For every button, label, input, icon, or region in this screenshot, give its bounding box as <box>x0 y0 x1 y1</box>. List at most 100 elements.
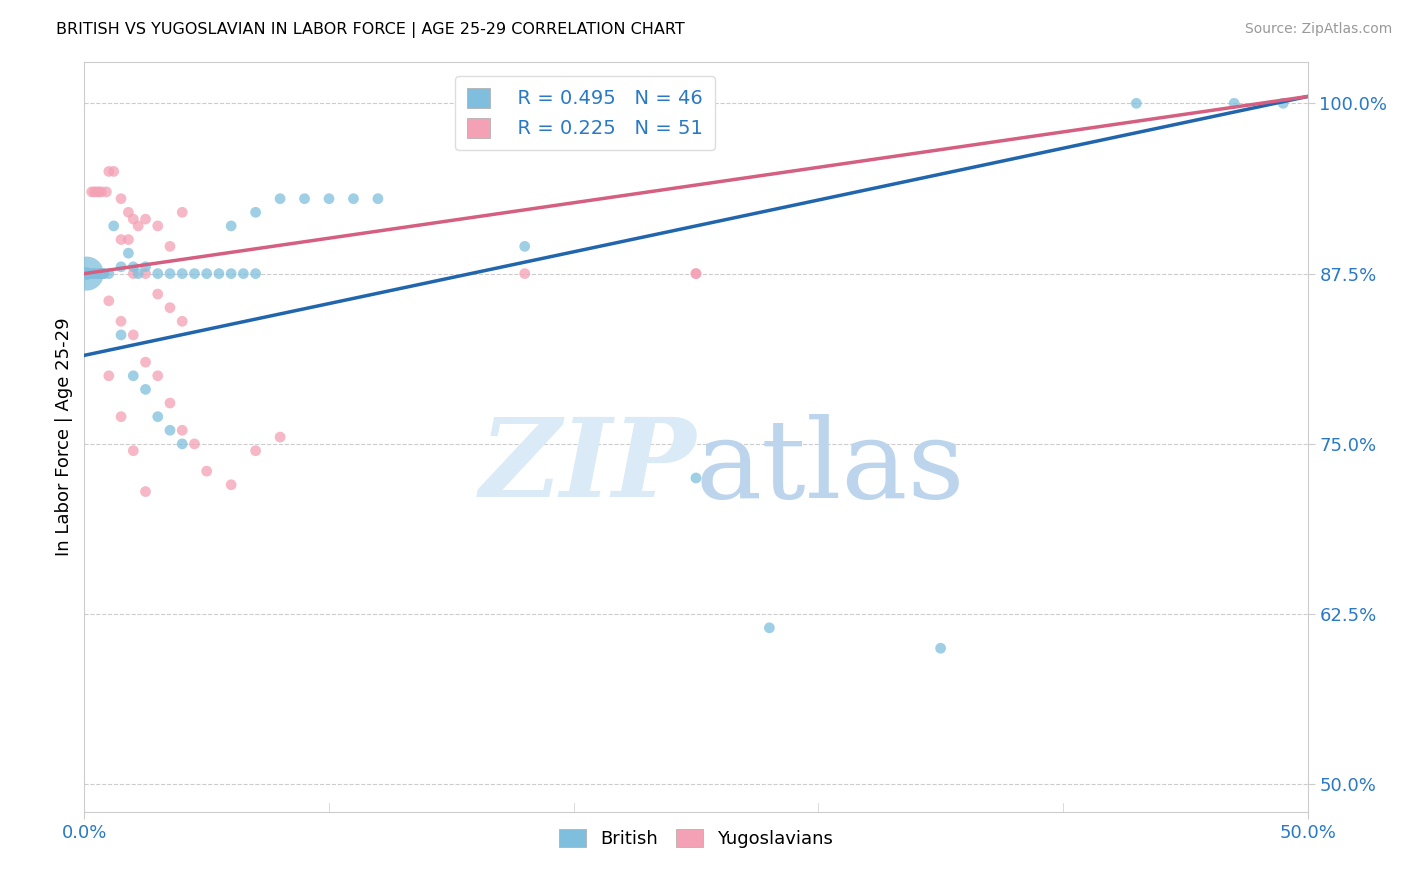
Point <box>122 368 145 383</box>
Point <box>117 246 139 260</box>
Point <box>318 192 340 206</box>
Point <box>146 219 169 233</box>
Point <box>76 267 98 281</box>
Text: BRITISH VS YUGOSLAVIAN IN LABOR FORCE | AGE 25-29 CORRELATION CHART: BRITISH VS YUGOSLAVIAN IN LABOR FORCE | … <box>56 22 685 38</box>
Point <box>135 267 157 281</box>
Point <box>103 164 125 178</box>
Point <box>97 293 120 308</box>
Point <box>513 239 536 253</box>
Point <box>172 267 194 281</box>
Point <box>172 314 194 328</box>
Point <box>86 267 108 281</box>
Point <box>172 437 194 451</box>
Point <box>135 260 157 274</box>
Legend: British, Yugoslavians: British, Yugoslavians <box>551 822 841 855</box>
Point <box>685 267 707 281</box>
Point <box>117 233 139 247</box>
Point <box>87 267 110 281</box>
Point <box>110 260 132 274</box>
Point <box>146 409 169 424</box>
Point <box>135 212 157 227</box>
Point <box>1125 96 1147 111</box>
Point <box>80 185 103 199</box>
Point <box>87 267 110 281</box>
Point <box>97 368 120 383</box>
Point <box>87 185 110 199</box>
Point <box>110 192 132 206</box>
Point <box>183 437 205 451</box>
Y-axis label: In Labor Force | Age 25-29: In Labor Force | Age 25-29 <box>55 318 73 557</box>
Point <box>685 267 707 281</box>
Point <box>159 267 181 281</box>
Point <box>110 327 132 342</box>
Point <box>269 430 291 444</box>
Point <box>127 219 149 233</box>
Point <box>294 192 316 206</box>
Point <box>97 267 120 281</box>
Point <box>1272 96 1295 111</box>
Point <box>83 267 105 281</box>
Point <box>342 192 364 206</box>
Point <box>90 185 112 199</box>
Text: Source: ZipAtlas.com: Source: ZipAtlas.com <box>1244 22 1392 37</box>
Point <box>183 267 205 281</box>
Point <box>80 267 103 281</box>
Point <box>117 205 139 219</box>
Point <box>159 301 181 315</box>
Text: atlas: atlas <box>696 414 966 521</box>
Point <box>367 192 389 206</box>
Point <box>122 327 145 342</box>
Point <box>77 267 100 281</box>
Point <box>76 267 98 281</box>
Point <box>97 164 120 178</box>
Point <box>685 471 707 485</box>
Point <box>76 267 98 281</box>
Point <box>758 621 780 635</box>
Point <box>208 267 231 281</box>
Point <box>269 192 291 206</box>
Point <box>195 267 218 281</box>
Point <box>86 185 108 199</box>
Point <box>110 314 132 328</box>
Point <box>93 267 115 281</box>
Point <box>159 423 181 437</box>
Point <box>219 219 242 233</box>
Point <box>90 267 112 281</box>
Point <box>127 267 149 281</box>
Point <box>110 233 132 247</box>
Point <box>929 641 952 656</box>
Point <box>135 383 157 397</box>
Point <box>219 477 242 491</box>
Point <box>146 368 169 383</box>
Text: ZIP: ZIP <box>479 413 696 521</box>
Point <box>86 267 108 281</box>
Point <box>513 267 536 281</box>
Point <box>76 267 98 281</box>
Point <box>83 267 105 281</box>
Point <box>245 205 267 219</box>
Point <box>135 355 157 369</box>
Point <box>103 219 125 233</box>
Point <box>83 185 105 199</box>
Point <box>135 484 157 499</box>
Point <box>159 396 181 410</box>
Point <box>146 287 169 301</box>
Point <box>90 267 112 281</box>
Point <box>122 267 145 281</box>
Point <box>122 443 145 458</box>
Point <box>80 267 103 281</box>
Point <box>146 267 169 281</box>
Point <box>245 267 267 281</box>
Point <box>159 239 181 253</box>
Point <box>122 260 145 274</box>
Point <box>96 185 118 199</box>
Point <box>122 212 145 227</box>
Point <box>76 267 98 281</box>
Point <box>93 267 115 281</box>
Point <box>195 464 218 478</box>
Point <box>77 267 100 281</box>
Point <box>219 267 242 281</box>
Point <box>232 267 254 281</box>
Point <box>1223 96 1246 111</box>
Point <box>172 205 194 219</box>
